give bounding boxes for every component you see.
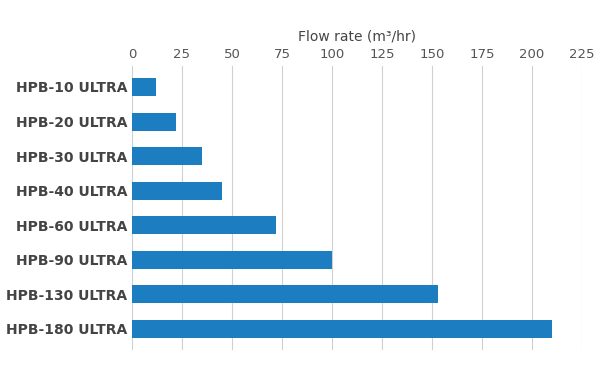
Bar [132, 216, 276, 234]
Bar [132, 320, 552, 338]
Bar [132, 251, 332, 269]
Bar [132, 78, 156, 96]
Bar [132, 147, 202, 165]
Bar [132, 113, 176, 131]
Bar [132, 285, 438, 303]
Bar [132, 182, 222, 199]
X-axis label: Flow rate (m³/hr): Flow rate (m³/hr) [298, 29, 416, 43]
